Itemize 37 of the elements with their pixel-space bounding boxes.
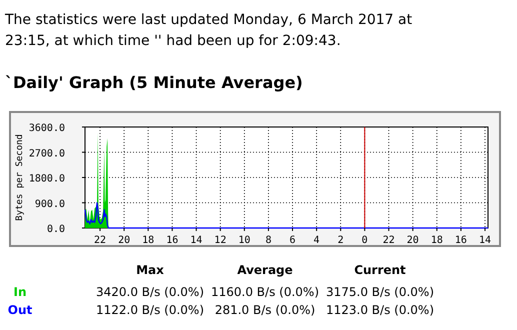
text: 281.0 B/s (0.0%) <box>214 303 316 317</box>
x-tick-label: 14 <box>478 235 492 246</box>
text: 3420.0 B/s (0.0%) <box>96 285 204 299</box>
text: Out <box>8 303 32 317</box>
text: Average <box>237 263 293 277</box>
x-tick-label: 16 <box>454 235 467 246</box>
text: 1123.0 B/s (0.0%) <box>326 303 434 317</box>
text: Current <box>354 263 406 277</box>
text: 3175.0 B/s (0.0%) <box>326 285 434 299</box>
text: 1160.0 B/s (0.0%) <box>211 285 319 299</box>
x-tick-label: 8 <box>265 235 272 246</box>
x-tick-label: 12 <box>214 235 226 246</box>
y-axis-title: Bytes per Second <box>15 134 25 221</box>
text: Max <box>136 263 164 277</box>
x-tick-label: 14 <box>190 235 202 246</box>
y-tick-label: 0.0 <box>46 224 65 235</box>
y-tick-label: 3600.0 <box>28 123 65 134</box>
text: 1122.0 B/s (0.0%) <box>96 303 204 317</box>
chart-title: `Daily' Graph (5 Minute Average) <box>5 73 303 92</box>
x-tick-label: 22 <box>382 235 395 246</box>
x-tick-label: 0 <box>362 235 368 246</box>
line-series <box>84 202 489 229</box>
x-tick-label: 18 <box>142 235 154 246</box>
x-tick-label: 20 <box>406 235 419 246</box>
x-tick-label: 6 <box>290 235 296 246</box>
chart-subtitle: The statistics were last updated Monday, 6 March 2017 at 23:15, at which time '' had been up for 2:09:43. <box>4 12 413 49</box>
text: In <box>13 285 27 299</box>
y-tick-label: 1800.0 <box>28 174 65 184</box>
x-tick-label: 20 <box>118 235 130 246</box>
x-tick-label: 18 <box>430 235 443 246</box>
x-tick-label: 16 <box>166 235 178 246</box>
x-tick-label: 4 <box>314 235 320 246</box>
x-tick-label: 22 <box>94 235 106 246</box>
x-tick-label: 10 <box>238 235 250 246</box>
y-tick-label: 900.0 <box>34 198 65 210</box>
y-tick-label: 2700.0 <box>28 148 65 160</box>
x-tick-label: 2 <box>338 235 344 246</box>
